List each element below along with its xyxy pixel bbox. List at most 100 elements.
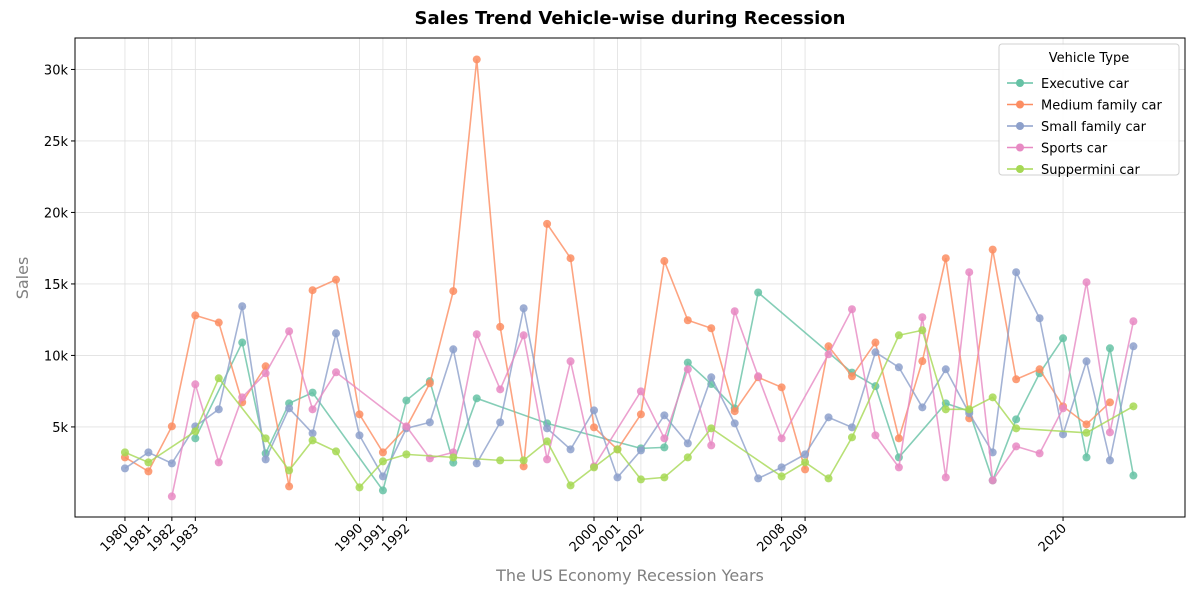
- data-point: [402, 450, 411, 459]
- data-point: [543, 219, 552, 228]
- data-point: [167, 422, 176, 431]
- data-point: [332, 275, 341, 284]
- data-point: [894, 463, 903, 472]
- data-point: [590, 463, 599, 472]
- data-point: [332, 447, 341, 456]
- data-point: [1012, 415, 1021, 424]
- data-point: [1012, 268, 1021, 277]
- data-point: [1105, 344, 1114, 353]
- data-point: [332, 368, 341, 377]
- data-point: [590, 423, 599, 432]
- data-point: [1035, 365, 1044, 374]
- data-point: [1129, 402, 1138, 411]
- data-point: [1035, 449, 1044, 458]
- data-point: [566, 357, 575, 366]
- data-point: [1129, 317, 1138, 326]
- data-point: [285, 404, 294, 413]
- data-point: [144, 458, 153, 467]
- plot-frame: [74, 37, 1186, 518]
- data-point: [496, 322, 505, 331]
- legend: Vehicle Type Executive car Medium family c…: [998, 43, 1180, 178]
- legend-marker: [1016, 100, 1024, 109]
- data-point: [707, 373, 716, 382]
- data-point: [1012, 442, 1021, 451]
- data-point: [355, 483, 364, 492]
- y-tick-label: 5k: [52, 421, 68, 436]
- data-point: [660, 434, 669, 443]
- data-point: [1105, 428, 1114, 437]
- data-point: [144, 467, 153, 476]
- data-point: [707, 324, 716, 333]
- y-axis-label: Sales: [13, 257, 32, 300]
- legend-marker: [1016, 79, 1024, 87]
- data-point: [590, 406, 599, 415]
- data-point: [1105, 398, 1114, 407]
- data-point: [1059, 334, 1068, 343]
- legend-marker: [1016, 143, 1024, 152]
- data-point: [824, 413, 833, 422]
- data-point: [613, 445, 622, 454]
- data-point: [543, 424, 552, 433]
- series-line: [171, 272, 1135, 497]
- data-point: [1082, 420, 1091, 429]
- data-point: [683, 316, 692, 325]
- data-point: [214, 405, 223, 414]
- data-point: [378, 472, 387, 481]
- data-point: [519, 456, 528, 465]
- data-point: [1059, 404, 1068, 413]
- data-point: [941, 405, 950, 414]
- data-point: [1012, 424, 1021, 433]
- data-point: [261, 369, 270, 378]
- data-point: [918, 326, 927, 335]
- data-point: [285, 482, 294, 491]
- data-point: [261, 434, 270, 443]
- data-point: [777, 463, 786, 472]
- data-point: [636, 475, 645, 484]
- data-point: [636, 410, 645, 419]
- y-tick-label: 25k: [44, 135, 69, 150]
- x-tick-label: 1992: [379, 521, 413, 555]
- data-point: [261, 455, 270, 464]
- data-point: [1129, 471, 1138, 480]
- data-point: [519, 462, 528, 471]
- data-point: [285, 466, 294, 475]
- data-point: [754, 288, 763, 297]
- data-point: [378, 486, 387, 495]
- data-point: [660, 257, 669, 266]
- data-point: [1035, 314, 1044, 323]
- data-point: [824, 350, 833, 359]
- series-line: [124, 329, 1134, 489]
- data-point: [847, 423, 856, 432]
- data-point: [894, 434, 903, 443]
- data-point: [1082, 357, 1091, 366]
- data-point: [965, 268, 974, 277]
- data-point: [871, 348, 880, 357]
- data-point: [1082, 278, 1091, 287]
- data-point: [1012, 375, 1021, 384]
- y-tick-label: 10k: [44, 349, 69, 364]
- data-point: [871, 338, 880, 347]
- data-point: [777, 434, 786, 443]
- data-point: [238, 393, 247, 402]
- data-point: [801, 458, 810, 467]
- data-point: [566, 254, 575, 263]
- data-point: [191, 427, 200, 436]
- x-tick-label: 2020: [1036, 521, 1070, 555]
- data-point: [355, 410, 364, 419]
- data-point: [425, 418, 434, 427]
- data-point: [449, 287, 458, 296]
- data-point: [402, 422, 411, 431]
- data-point: [918, 313, 927, 322]
- data-point: [378, 457, 387, 466]
- data-point: [660, 411, 669, 420]
- data-point: [308, 429, 317, 438]
- data-point: [238, 302, 247, 311]
- data-point: [191, 380, 200, 389]
- legend-label: Executive car: [1041, 77, 1130, 92]
- data-point: [965, 405, 974, 414]
- data-point: [1129, 342, 1138, 351]
- data-point: [777, 472, 786, 481]
- data-point: [496, 456, 505, 465]
- data-point: [496, 385, 505, 394]
